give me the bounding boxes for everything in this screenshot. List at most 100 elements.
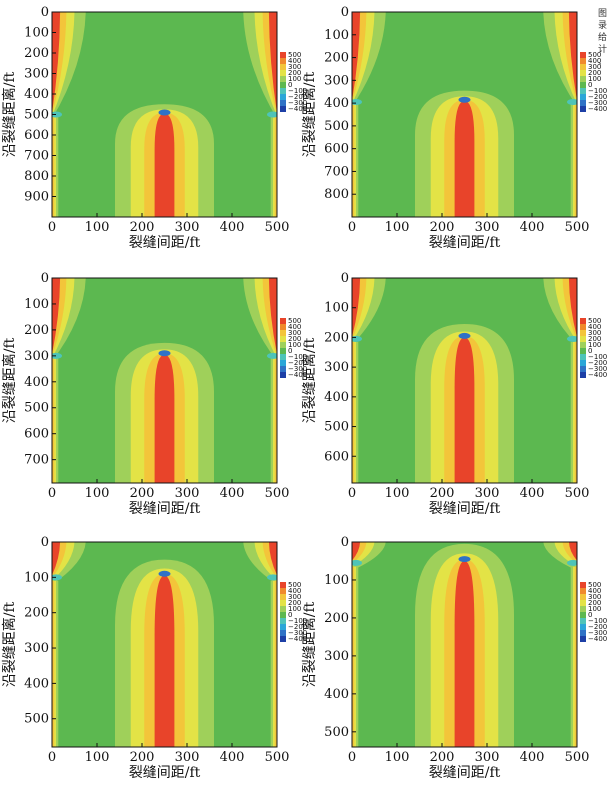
colorbar-swatch — [280, 348, 286, 354]
colorbar-label: 500 — [288, 51, 301, 59]
fracture-tip — [458, 96, 471, 103]
y-tick-label: 100 — [24, 26, 49, 41]
right-lower-strip-2 — [574, 104, 577, 217]
y-tick-label: 600 — [324, 142, 349, 157]
right-tip — [567, 559, 577, 566]
colorbar-label: 500 — [288, 581, 301, 589]
right-lower-strip-2 — [574, 341, 577, 483]
y-tick-label: 200 — [324, 611, 349, 626]
y-tick-label: 800 — [324, 187, 349, 202]
colorbar-swatch — [280, 342, 286, 348]
y-tick-label: 200 — [24, 46, 49, 61]
colorbar-swatch — [580, 600, 586, 606]
x-tick-label: 100 — [385, 220, 410, 235]
colorbar-swatch — [280, 606, 286, 612]
margin-char: 、 — [598, 57, 608, 67]
colorbar-swatch — [580, 52, 586, 58]
y-tick-label: 200 — [24, 323, 49, 338]
central-band-3 — [154, 354, 175, 483]
colorbar-label: −300 — [288, 629, 307, 637]
colorbar-swatch — [280, 588, 286, 594]
right-band-3 — [568, 542, 577, 561]
y-tick-label: 500 — [324, 725, 349, 740]
x-tick-label: 400 — [520, 486, 545, 501]
contour-field — [52, 12, 277, 217]
fracture-tip — [458, 332, 471, 339]
colorbar-swatch — [580, 354, 586, 360]
x-tick-label: 500 — [565, 750, 590, 765]
colorbar-swatch — [580, 594, 586, 600]
x-tick-label: 0 — [348, 486, 356, 501]
stress-contour-panel-5: 0 100 200 300 400 500 0 100 200 300 400 500 裂缝间距/ft 沿… — [1, 534, 307, 796]
colorbar-swatch — [280, 336, 286, 342]
left-band-3 — [52, 278, 61, 355]
x-axis-label: 裂缝间距/ft — [429, 501, 501, 517]
colorbar-swatch — [580, 582, 586, 588]
colorbar-label: 500 — [588, 51, 601, 59]
chart-svg: 0 100 200 300 400 5000100200300400500裂缝间距/ft沿… — [301, 535, 607, 781]
y-tick-label: 0 — [41, 271, 49, 286]
right-tip — [267, 574, 277, 581]
fracture-tip — [158, 350, 171, 357]
colorbar-label: 0 — [588, 347, 592, 355]
left-band-3 — [352, 12, 361, 101]
right-tip — [567, 98, 577, 105]
colorbar-label: 200 — [288, 335, 301, 343]
y-tick-label: 300 — [24, 67, 49, 82]
stress-contour-panel-2: 0 100 200 300 400 500 0 100 200 300 400 500 600 700 80… — [301, 4, 607, 266]
colorbar-label: 300 — [288, 329, 301, 337]
colorbar-label: −100 — [588, 87, 607, 95]
colorbar-label: 200 — [588, 69, 601, 77]
colorbar-label: −100 — [288, 353, 307, 361]
x-tick-label: 200 — [130, 220, 155, 235]
colorbar-label: 300 — [588, 63, 601, 71]
margin-char: 录 — [598, 21, 608, 31]
colorbar-label: −100 — [288, 87, 307, 95]
x-tick-label: 300 — [475, 486, 500, 501]
x-tick-label: 0 — [48, 486, 56, 501]
colorbar-swatch — [580, 58, 586, 64]
colorbar-swatch — [580, 330, 586, 336]
left-tip — [352, 559, 362, 566]
colorbar-label: −400 — [588, 371, 607, 379]
colorbar-label: −100 — [588, 617, 607, 625]
y-tick-label: 700 — [24, 453, 49, 468]
x-tick-label: 500 — [565, 220, 590, 235]
colorbar-swatch — [580, 100, 586, 106]
right-band-3 — [568, 278, 577, 338]
colorbar-swatch — [280, 612, 286, 618]
right-lower-strip-2 — [574, 566, 577, 747]
y-tick-label: 300 — [324, 649, 349, 664]
right-tip — [267, 111, 277, 118]
colorbar-label: 200 — [288, 69, 301, 77]
y-tick-label: 100 — [324, 573, 349, 588]
colorbar-swatch — [280, 618, 286, 624]
y-tick-label: 400 — [324, 390, 349, 405]
x-tick-label: 500 — [265, 486, 290, 501]
x-tick-label: 500 — [565, 486, 590, 501]
x-tick-label: 0 — [348, 220, 356, 235]
colorbar-label: 0 — [288, 611, 292, 619]
x-tick-label: 200 — [430, 220, 455, 235]
colorbar-label: 300 — [288, 63, 301, 71]
y-tick-label: 500 — [324, 420, 349, 435]
x-axis-label: 裂缝间距/ft — [429, 235, 501, 251]
y-tick-label: 400 — [24, 676, 49, 691]
left-band-3 — [352, 542, 361, 561]
colorbar-label: 400 — [588, 587, 601, 595]
plot-frame — [351, 11, 578, 218]
x-tick-label: 300 — [475, 750, 500, 765]
y-tick-label: 100 — [24, 570, 49, 585]
colorbar-swatch — [280, 636, 286, 642]
y-tick-label: 700 — [324, 164, 349, 179]
colorbar-swatch — [580, 606, 586, 612]
colorbar-swatch — [280, 354, 286, 360]
colorbar-swatch — [580, 372, 586, 378]
colorbar-label: −200 — [288, 359, 307, 367]
contour-field — [352, 278, 577, 483]
y-tick-label: 400 — [324, 96, 349, 111]
colorbar-swatch — [280, 318, 286, 324]
y-tick-label: 0 — [41, 5, 49, 20]
y-axis-label: 沿裂缝距离/ft — [301, 71, 318, 157]
y-tick-label: 500 — [24, 712, 49, 727]
